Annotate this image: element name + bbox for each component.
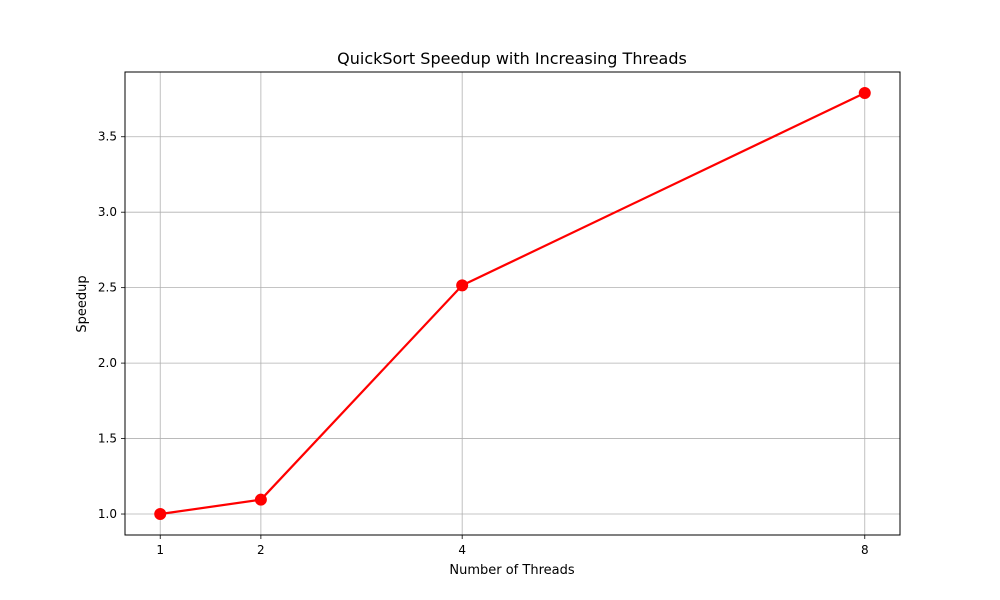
y-axis-ticks: 1.0 1.5 2.0 2.5 3.0 3.5 [98,130,125,521]
y-tick-label: 3.5 [98,130,117,144]
y-tick-label: 2.0 [98,356,117,370]
plot-frame [124,71,901,536]
x-axis-ticks: 1 2 4 8 [156,535,869,557]
grid-lines [125,72,900,535]
y-tick-label: 2.5 [98,281,117,295]
x-tick-label: 8 [861,543,869,557]
data-point [858,86,871,99]
y-tick-label: 1.5 [98,432,117,446]
series-layer [154,86,871,521]
data-point [154,508,167,521]
y-tick-label: 1.0 [98,507,117,521]
data-point [254,493,267,506]
y-axis-label: Speedup [75,275,90,332]
data-point [456,279,469,292]
chart-title: QuickSort Speedup with Increasing Thread… [337,49,687,68]
x-tick-label: 2 [257,543,265,557]
y-tick-label: 3.0 [98,205,117,219]
x-tick-label: 4 [458,543,466,557]
x-axis-label: Number of Threads [449,563,574,578]
x-tick-label: 1 [156,543,164,557]
series-line [160,91,866,516]
